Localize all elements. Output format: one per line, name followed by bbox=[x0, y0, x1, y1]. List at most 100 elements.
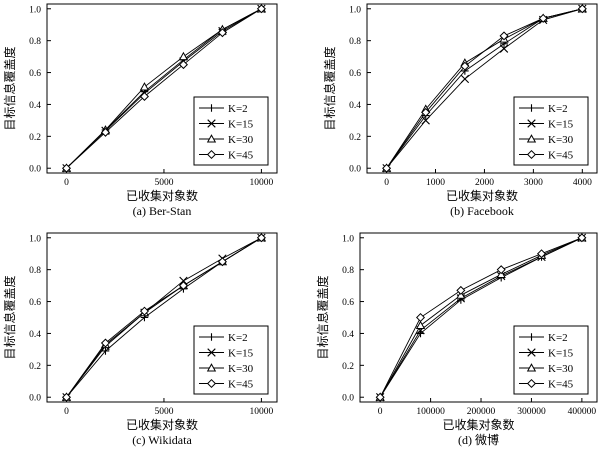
data-point bbox=[577, 233, 587, 243]
legend-marker bbox=[526, 363, 537, 372]
legend-label: K=15 bbox=[548, 119, 574, 131]
legend: K=2 K=15 K=30 K=45 bbox=[193, 325, 269, 395]
legend-marker bbox=[527, 104, 536, 112]
data-point bbox=[178, 60, 188, 70]
x-tick-label: 0 bbox=[378, 407, 383, 417]
series-line-k15 bbox=[66, 8, 262, 169]
legend-marker bbox=[526, 149, 537, 160]
legend-label: K=15 bbox=[548, 348, 574, 360]
data-point bbox=[382, 163, 392, 173]
y-tick-label: 0.0 bbox=[342, 394, 354, 404]
series-line-k45 bbox=[66, 237, 262, 398]
legend-marker bbox=[206, 378, 217, 389]
y-tick-label: 0.0 bbox=[349, 165, 361, 175]
legend-label: K=2 bbox=[548, 332, 568, 344]
y-tick-label: 0.0 bbox=[29, 165, 41, 175]
y-tick-label: 1.0 bbox=[29, 5, 41, 15]
y-tick-label: 0.2 bbox=[29, 133, 41, 143]
data-point bbox=[499, 44, 509, 53]
legend-label: K=2 bbox=[228, 332, 248, 344]
legend-marker bbox=[207, 333, 216, 341]
series-line-k15 bbox=[66, 237, 262, 398]
legend-marker bbox=[206, 149, 217, 160]
legend-marker bbox=[527, 348, 536, 357]
x-axis-title: 已收集对象数 bbox=[442, 417, 514, 432]
data-point bbox=[217, 257, 227, 267]
x-tick-label: 3000 bbox=[524, 178, 543, 188]
legend-label: K=15 bbox=[228, 119, 254, 131]
data-point bbox=[375, 392, 385, 402]
y-tick-label: 0.6 bbox=[342, 298, 354, 308]
y-tick-label: 0.4 bbox=[29, 101, 41, 111]
legend-label: K=45 bbox=[228, 379, 254, 391]
y-tick-label: 0.2 bbox=[29, 362, 41, 372]
y-tick-label: 0.6 bbox=[29, 298, 41, 308]
data-point bbox=[577, 4, 587, 14]
data-point bbox=[139, 91, 149, 101]
legend-label: K=30 bbox=[228, 134, 254, 146]
x-tick-label: 10000 bbox=[250, 407, 274, 417]
legend-marker bbox=[207, 348, 216, 357]
y-tick-label: 0.2 bbox=[349, 133, 361, 143]
legend-marker bbox=[527, 333, 536, 341]
y-tick-label: 1.0 bbox=[349, 5, 361, 15]
legend: K=2 K=15 K=30 K=45 bbox=[513, 325, 589, 395]
series-line-k45 bbox=[386, 8, 583, 169]
data-point bbox=[421, 107, 431, 117]
y-tick-label: 0.8 bbox=[29, 266, 41, 276]
data-point bbox=[421, 116, 430, 125]
legend-marker bbox=[207, 104, 216, 112]
x-tick-label: 0 bbox=[64, 178, 69, 188]
legend-marker bbox=[526, 134, 537, 143]
data-point bbox=[217, 28, 227, 38]
data-point bbox=[415, 320, 426, 330]
data-point bbox=[460, 74, 470, 84]
data-point bbox=[256, 233, 266, 243]
x-axis-title: 已收集对象数 bbox=[126, 417, 198, 432]
chart-panel-4: 0.0 0.2 0.4 0.6 0.8 1.0 0 100000 200000 300000 400… bbox=[315, 232, 598, 447]
y-tick-label: 1.0 bbox=[29, 234, 41, 244]
data-point bbox=[416, 312, 426, 323]
legend-label: K=15 bbox=[228, 348, 254, 360]
legend: K=2 K=15 K=30 K=45 bbox=[193, 96, 269, 166]
series-line-k45 bbox=[379, 237, 583, 398]
x-tick-label: 4000 bbox=[573, 178, 592, 188]
plot-frame bbox=[359, 232, 598, 403]
panel-caption: (a) Ber-Stan bbox=[133, 204, 192, 218]
x-tick-label: 400000 bbox=[568, 407, 597, 417]
data-point bbox=[139, 82, 150, 91]
data-point bbox=[456, 285, 466, 295]
legend-label: K=30 bbox=[548, 363, 574, 375]
x-tick-label: 1000 bbox=[426, 178, 445, 188]
series-line-k45 bbox=[66, 8, 262, 169]
legend-marker bbox=[207, 119, 216, 128]
x-axis-title: 已收集对象数 bbox=[446, 188, 518, 203]
series-line-k15 bbox=[386, 8, 583, 169]
y-axis-title: 目标信息覆盖度 bbox=[2, 46, 17, 130]
y-tick-label: 0.4 bbox=[29, 330, 41, 340]
panel-caption: (c) Wikidata bbox=[132, 433, 192, 447]
x-tick-label: 0 bbox=[64, 407, 69, 417]
y-axis-title: 目标信息覆盖度 bbox=[322, 46, 337, 130]
data-point bbox=[499, 31, 509, 41]
data-point bbox=[178, 51, 189, 61]
legend-label: K=45 bbox=[228, 150, 254, 162]
x-tick-label: 0 bbox=[384, 178, 389, 188]
data-point bbox=[100, 338, 110, 348]
x-axis-title: 已收集对象数 bbox=[126, 188, 198, 203]
legend: K=2 K=15 K=30 K=45 bbox=[513, 96, 589, 166]
x-tick-label: 10000 bbox=[250, 178, 274, 188]
plot-frame bbox=[46, 3, 278, 174]
y-tick-label: 0.8 bbox=[342, 266, 354, 276]
panel-caption: (b) Facebook bbox=[450, 204, 514, 218]
plot-frame bbox=[366, 3, 598, 174]
data-point bbox=[178, 281, 188, 291]
y-tick-label: 1.0 bbox=[342, 234, 354, 244]
chart-panel-3: 0.00.20.40.60.81.00 5000 10000K=2K=15K=30K… bbox=[2, 232, 278, 447]
chart-panel-1: 0.00.20.40.60.81.00 5000 10000K=2K=15K=30K… bbox=[2, 3, 278, 218]
series-line-k30 bbox=[379, 237, 583, 398]
legend-marker bbox=[526, 378, 537, 389]
x-tick-label: 300000 bbox=[517, 407, 546, 417]
data-point bbox=[496, 265, 506, 275]
